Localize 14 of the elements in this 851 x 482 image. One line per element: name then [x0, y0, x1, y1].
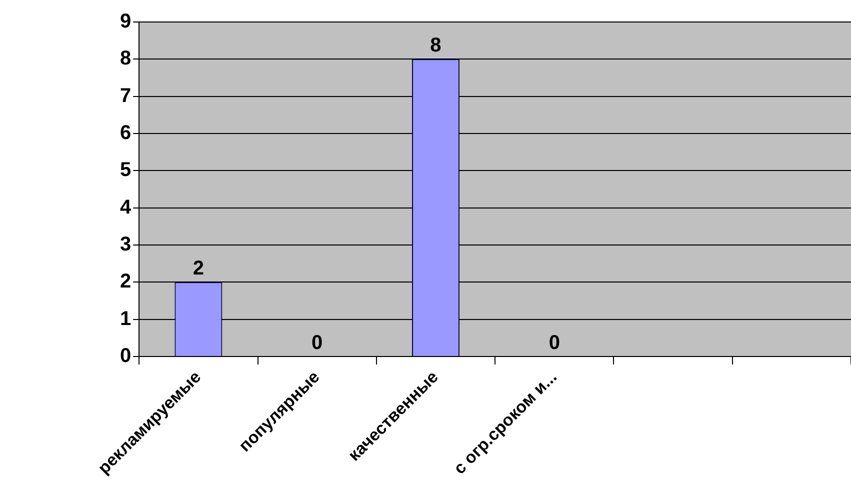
data-label: 2	[192, 258, 204, 280]
data-label: 0	[312, 332, 323, 354]
y-tick-label: 7	[120, 84, 132, 107]
y-tick-label: 6	[120, 122, 132, 144]
data-label: 0	[548, 332, 560, 354]
y-tick-label: 5	[120, 159, 132, 182]
y-tick-label: 9	[120, 10, 132, 33]
y-tick-label: 8	[120, 48, 132, 70]
y-tick-label: 3	[120, 233, 132, 256]
y-tick-label: 2	[120, 270, 132, 293]
y-tick-label: 0	[120, 344, 132, 367]
y-tick-label: 1	[120, 308, 132, 330]
y-tick-label: 4	[120, 196, 132, 218]
data-label: 8	[430, 34, 442, 57]
